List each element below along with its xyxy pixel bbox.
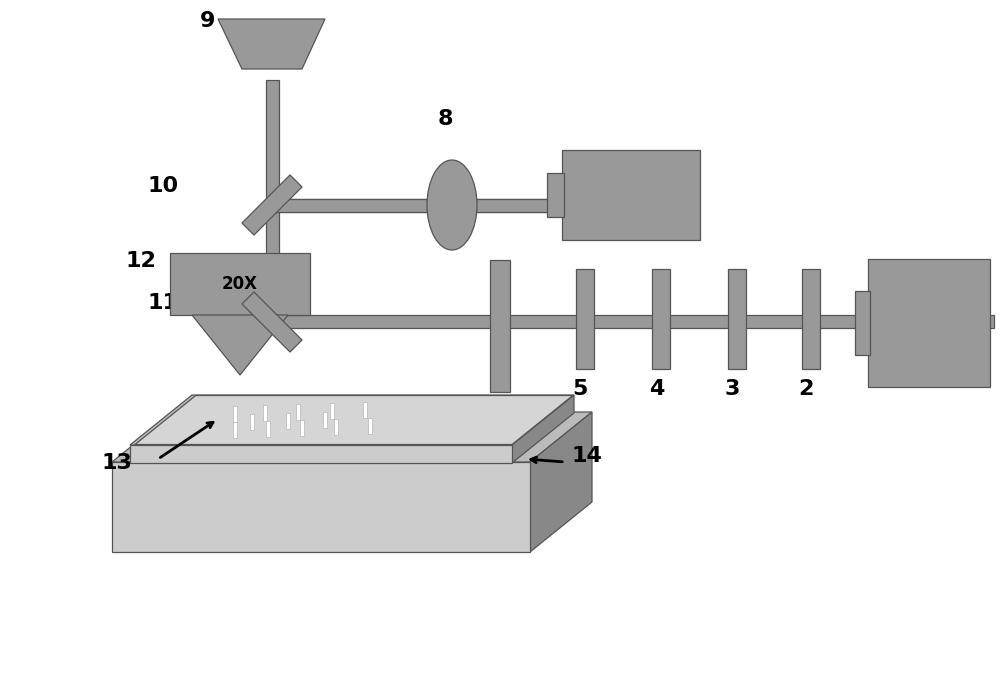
Polygon shape [512, 395, 574, 463]
Bar [363, 402, 367, 418]
Text: 7: 7 [623, 185, 639, 205]
Bar [728, 269, 746, 369]
Text: 2: 2 [798, 379, 813, 399]
Polygon shape [135, 395, 573, 445]
Bar [562, 150, 700, 240]
Polygon shape [130, 395, 574, 445]
Bar [266, 421, 270, 437]
Bar [868, 259, 990, 387]
Polygon shape [242, 292, 302, 352]
Bar [368, 418, 372, 434]
Bar [272, 315, 994, 328]
Bar [855, 291, 870, 355]
Bar [296, 404, 300, 420]
Bar [233, 406, 237, 422]
Ellipse shape [427, 160, 477, 250]
Bar [263, 405, 267, 421]
Text: 11: 11 [148, 293, 179, 313]
Text: 9: 9 [200, 11, 215, 31]
Polygon shape [218, 19, 325, 69]
Bar [802, 269, 820, 369]
Text: 12: 12 [125, 251, 156, 271]
Text: 10: 10 [148, 176, 179, 196]
Bar [286, 413, 290, 429]
Bar [233, 422, 237, 438]
Polygon shape [242, 175, 302, 235]
Polygon shape [130, 445, 512, 463]
Polygon shape [192, 315, 288, 375]
Text: 5: 5 [572, 379, 587, 399]
Bar [170, 253, 310, 315]
Text: 13: 13 [102, 453, 133, 473]
Text: 6: 6 [488, 401, 504, 421]
Bar [300, 420, 304, 436]
Text: 4: 4 [649, 379, 664, 399]
Text: 1: 1 [921, 313, 937, 333]
Polygon shape [112, 462, 530, 552]
Bar [266, 80, 278, 295]
Bar [547, 173, 564, 217]
Bar [250, 414, 254, 430]
Bar [490, 260, 510, 392]
Bar [334, 419, 338, 435]
Bar [272, 198, 597, 211]
Bar [576, 269, 594, 369]
Text: 3: 3 [725, 379, 740, 399]
Bar [323, 412, 327, 428]
Bar [330, 403, 334, 419]
Text: 20X: 20X [222, 275, 258, 293]
Polygon shape [530, 412, 592, 552]
Text: 8: 8 [438, 109, 454, 129]
Text: 14: 14 [572, 446, 603, 466]
Bar [652, 269, 670, 369]
Bar [272, 198, 597, 211]
Polygon shape [112, 412, 592, 462]
